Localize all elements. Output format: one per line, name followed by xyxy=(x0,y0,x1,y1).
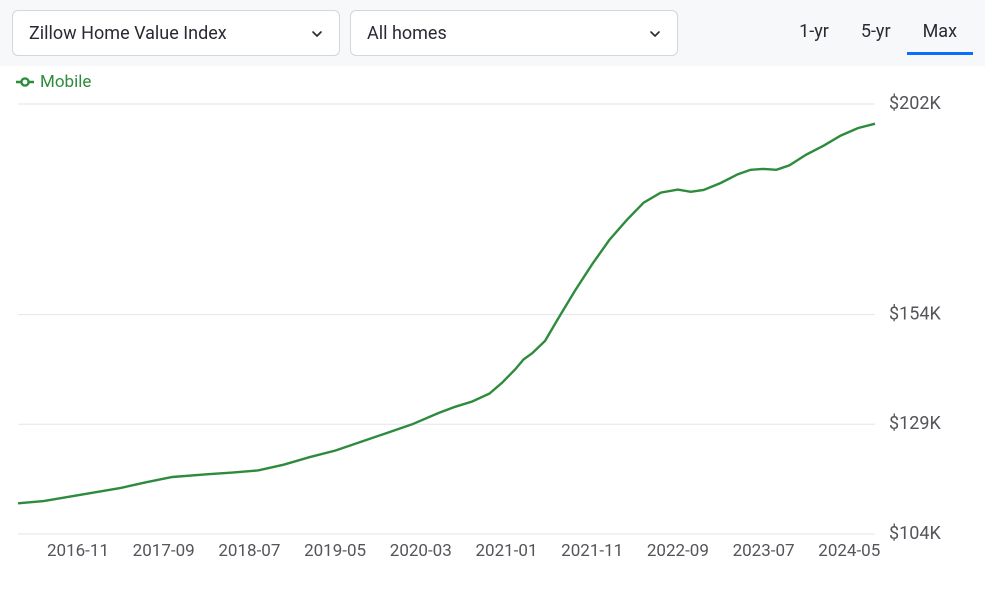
home-type-select-label: All homes xyxy=(367,23,447,44)
legend-marker-icon xyxy=(16,76,34,88)
series-line-mobile xyxy=(18,124,875,504)
chevron-down-icon xyxy=(309,26,323,40)
x-axis-tick-label: 2024-05 xyxy=(818,541,880,561)
y-axis-tick-label: $202K xyxy=(889,93,941,114)
range-1yr[interactable]: 1-yr xyxy=(783,11,845,55)
chart-legend: Mobile xyxy=(0,66,985,92)
x-axis-tick-label: 2021-11 xyxy=(561,541,623,561)
y-axis-tick-label: $104K xyxy=(889,523,941,544)
x-axis-tick-label: 2018-07 xyxy=(218,541,280,561)
time-range-group: 1-yr 5-yr Max xyxy=(783,11,973,55)
chevron-down-icon xyxy=(647,26,661,40)
chart-area: $202K $154K $129K $104K 2016-11 2017-09 2018-0… xyxy=(0,92,985,582)
legend-series-label: Mobile xyxy=(40,72,91,92)
x-axis-tick-label: 2021-01 xyxy=(475,541,537,561)
chart-toolbar: Zillow Home Value Index All homes 1-yr 5… xyxy=(0,0,985,66)
metric-select-label: Zillow Home Value Index xyxy=(29,23,227,44)
x-axis-tick-label: 2017-09 xyxy=(133,541,195,561)
x-axis-tick-label: 2020-03 xyxy=(390,541,452,561)
metric-select[interactable]: Zillow Home Value Index xyxy=(12,10,340,56)
x-axis-tick-label: 2019-05 xyxy=(304,541,366,561)
range-max[interactable]: Max xyxy=(907,11,973,55)
y-axis-tick-label: $129K xyxy=(889,413,941,434)
x-axis-tick-label: 2016-11 xyxy=(47,541,109,561)
x-axis-tick-label: 2023-07 xyxy=(733,541,795,561)
home-type-select[interactable]: All homes xyxy=(350,10,678,56)
line-chart: $202K $154K $129K $104K 2016-11 2017-09 2018-0… xyxy=(0,92,985,582)
range-5yr[interactable]: 5-yr xyxy=(845,11,907,55)
x-axis-tick-label: 2022-09 xyxy=(647,541,709,561)
y-axis-tick-label: $154K xyxy=(889,303,941,324)
